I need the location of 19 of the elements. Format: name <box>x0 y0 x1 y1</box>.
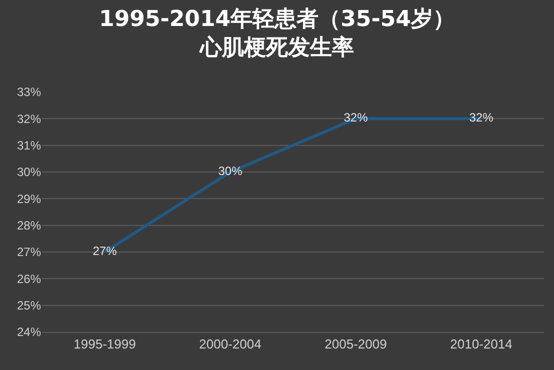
x-tick-label: 1995-1999 <box>74 336 136 352</box>
y-tick-label: 26% <box>16 272 42 286</box>
data-label: 30% <box>218 164 243 178</box>
x-tick-label: 2010-2014 <box>450 336 512 352</box>
data-label: 27% <box>92 244 118 258</box>
x-tick-label: 2005-2009 <box>324 336 387 352</box>
data-label: 32% <box>469 110 494 125</box>
y-tick-label: 28% <box>16 218 42 233</box>
y-tick-label: 25% <box>16 298 42 313</box>
y-tick-label: 27% <box>16 245 42 260</box>
y-tick-label: 33% <box>16 85 42 100</box>
y-tick-label: 29% <box>16 192 42 206</box>
y-tick-label: 30% <box>16 165 42 180</box>
data-label: 32% <box>344 110 368 125</box>
y-tick-label: 32% <box>16 112 42 126</box>
y-tick-label: 24% <box>16 325 42 340</box>
x-tick-label: 2000-2004 <box>199 336 262 352</box>
chart-title: 1995-2014年轻患者（35-54岁）心肌梗死发生率 <box>99 6 455 60</box>
y-tick-label: 31% <box>16 138 42 153</box>
